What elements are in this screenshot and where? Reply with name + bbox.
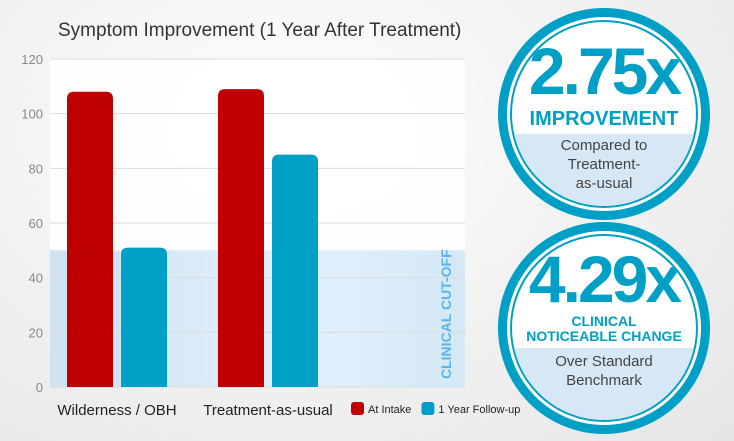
legend-swatch: [351, 402, 364, 415]
badge-sub-line: Over Standard: [555, 353, 653, 370]
y-tick-label: 100: [21, 107, 43, 122]
badge-value: 2.75x: [528, 34, 682, 108]
y-tick-label: 60: [29, 216, 43, 231]
badge-caption-line: NOTICEABLE CHANGE: [526, 328, 682, 344]
x-category-label: Wilderness / OBH: [57, 402, 176, 419]
x-category-label: Treatment-as-usual: [203, 402, 333, 419]
legend-swatch: [421, 402, 435, 415]
badge-sub-line: Benchmark: [566, 372, 642, 389]
y-tick-label: 0: [36, 380, 43, 395]
badge-caption-line: CLINICAL: [571, 313, 637, 329]
y-tick-label: 20: [29, 325, 43, 340]
legend-label: 1 Year Follow-up: [438, 404, 520, 416]
bar: [121, 247, 167, 387]
bar: [67, 91, 113, 388]
bar: [272, 154, 318, 387]
badge-sub-line: as-usual: [575, 175, 633, 192]
chart-title: Symptom Improvement (1 Year After Treatm…: [58, 20, 462, 41]
badge-value: 4.29x: [528, 242, 682, 316]
y-tick-label: 40: [29, 271, 43, 286]
y-tick-label: 80: [29, 161, 43, 176]
y-tick-label: 120: [21, 52, 43, 67]
badge-sub-line: Compared to: [560, 137, 648, 154]
bar: [218, 89, 264, 388]
clinical-cutoff-label: CLINICAL CUT-OFF: [438, 249, 454, 379]
badge-caption: IMPROVEMENT: [529, 108, 679, 130]
improvement-badge: 2.75x IMPROVEMENT Compared to Treatment-…: [498, 8, 710, 220]
clinical-change-badge: 4.29x CLINICAL NOTICEABLE CHANGE Over St…: [498, 222, 710, 434]
badge-sub-line: Treatment-: [567, 156, 641, 173]
legend-label: At Intake: [368, 404, 411, 416]
